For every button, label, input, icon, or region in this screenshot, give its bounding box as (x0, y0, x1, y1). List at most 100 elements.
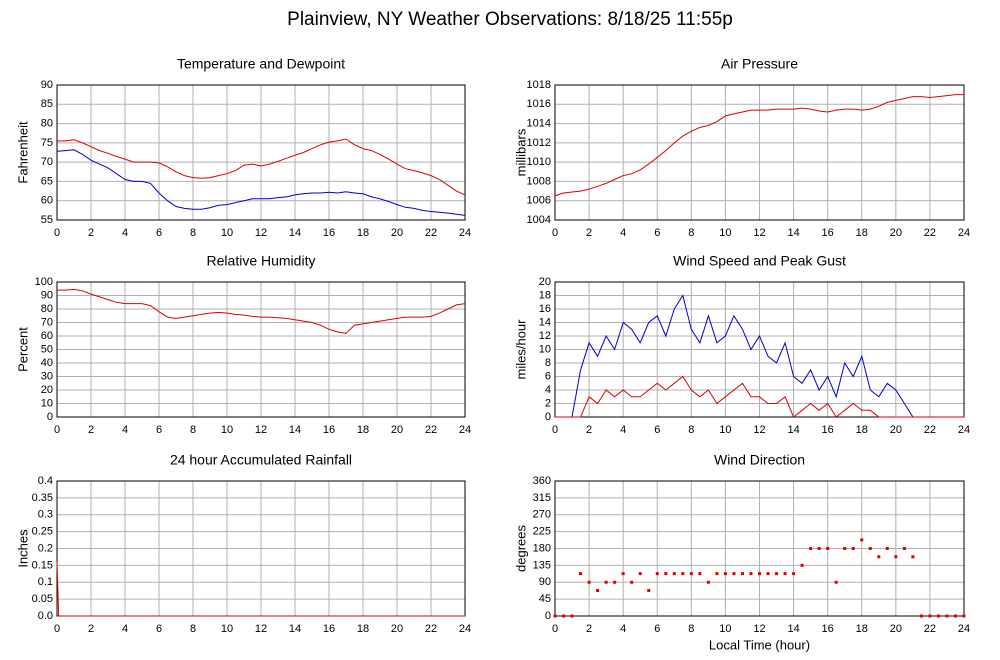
data-point (596, 589, 600, 592)
subplot-title: Wind Speed and Peak Gust (673, 253, 846, 269)
data-point (706, 580, 710, 584)
y-tick-label: 65 (41, 175, 53, 187)
x-tick-label: 10 (719, 227, 731, 239)
x-tick-label: 14 (787, 227, 799, 239)
data-line (57, 138, 466, 196)
x-tick-label: 18 (357, 424, 369, 436)
x-tick-label: 14 (787, 623, 799, 635)
x-tick-label: 6 (156, 623, 162, 635)
x-tick-label: 20 (890, 227, 902, 239)
y-tick-label: 18 (539, 289, 551, 301)
y-tick-label: 180 (533, 542, 551, 554)
plot-frame (56, 84, 466, 221)
data-point (723, 572, 727, 576)
data-point (698, 572, 702, 576)
x-tick-label: 14 (289, 623, 301, 635)
data-point (919, 614, 923, 618)
data-point (962, 614, 966, 618)
x-tick-label: 22 (425, 623, 437, 635)
x-tick-label: 18 (357, 227, 369, 239)
x-tick-label: 16 (323, 623, 335, 635)
data-point (766, 572, 770, 576)
y-tick-label: 0.15 (32, 559, 53, 571)
data-line (555, 375, 964, 418)
data-point (843, 547, 847, 550)
x-tick-label: 2 (88, 623, 94, 635)
y-tick-label: 135 (533, 559, 551, 571)
x-tick-label: 16 (822, 227, 834, 239)
y-tick-label: 70 (41, 156, 53, 168)
data-point (647, 589, 651, 592)
data-point (945, 614, 949, 618)
y-tick-label: 2 (545, 397, 551, 409)
x-tick-label: 12 (753, 227, 765, 239)
y-tick-label: 1008 (527, 175, 551, 187)
x-tick-label: 8 (688, 424, 694, 436)
y-tick-label: 270 (533, 509, 551, 521)
subplot-title: Temperature and Dewpoint (177, 56, 345, 72)
x-tick-label: 2 (88, 424, 94, 436)
y-tick-label: 30 (41, 370, 53, 382)
y-tick-label: 50 (41, 343, 53, 355)
data-point (792, 572, 796, 576)
y-tick-label: 0.4 (38, 475, 53, 487)
x-tick-label: 22 (425, 227, 437, 239)
data-point (655, 572, 659, 576)
data-point (826, 547, 830, 550)
y-tick-label: 80 (41, 117, 53, 129)
x-tick-label: 4 (122, 623, 128, 635)
y-tick-label: 225 (533, 526, 551, 538)
y-tick-label: 1010 (527, 156, 551, 168)
y-tick-label: 360 (533, 475, 551, 487)
y-tick-label: 315 (533, 492, 551, 504)
x-tick-label: 10 (221, 227, 233, 239)
x-tick-label: 20 (391, 227, 403, 239)
data-line (56, 561, 465, 617)
y-tick-label: 80 (41, 303, 53, 315)
y-axis-label: miles/hour (513, 319, 528, 380)
x-tick-label: 14 (787, 424, 799, 436)
subplot-title: Relative Humidity (207, 253, 316, 269)
data-line (56, 149, 466, 216)
data-point (928, 614, 932, 618)
y-tick-label: 1016 (527, 98, 551, 110)
y-tick-label: 0 (47, 411, 53, 423)
data-point (834, 580, 838, 584)
y-tick-label: 40 (41, 357, 53, 369)
data-line (555, 294, 964, 418)
data-point (664, 572, 668, 576)
y-tick-label: 85 (41, 98, 53, 110)
y-tick-label: 90 (539, 576, 551, 588)
x-tick-label: 14 (289, 424, 301, 436)
data-point (630, 580, 634, 584)
x-tick-label: 24 (958, 227, 970, 239)
x-tick-label: 12 (255, 227, 267, 239)
x-tick-label: 10 (221, 424, 233, 436)
data-point (562, 614, 566, 618)
data-point (621, 572, 625, 576)
data-point (587, 580, 591, 584)
y-tick-label: 90 (41, 79, 53, 91)
x-tick-label: 0 (552, 623, 558, 635)
plot-frame (56, 281, 466, 418)
y-tick-label: 0.25 (32, 526, 53, 538)
y-tick-label: 0.1 (38, 576, 53, 588)
data-point (877, 555, 881, 559)
y-axis-label: millibars (513, 128, 528, 176)
x-tick-label: 14 (289, 227, 301, 239)
y-tick-label: 60 (41, 330, 53, 342)
data-point (553, 614, 557, 618)
data-point (817, 547, 821, 550)
data-point (800, 563, 804, 567)
x-tick-label: 8 (688, 227, 694, 239)
y-tick-label: 0 (545, 411, 551, 423)
y-tick-label: 0.35 (32, 492, 53, 504)
x-tick-label: 10 (221, 623, 233, 635)
x-tick-label: 8 (190, 424, 196, 436)
plot-frame (554, 281, 965, 418)
y-tick-label: 16 (539, 303, 551, 315)
x-tick-label: 6 (654, 227, 660, 239)
x-tick-label: 12 (753, 623, 765, 635)
data-point (758, 572, 761, 576)
x-tick-label: 0 (54, 227, 60, 239)
